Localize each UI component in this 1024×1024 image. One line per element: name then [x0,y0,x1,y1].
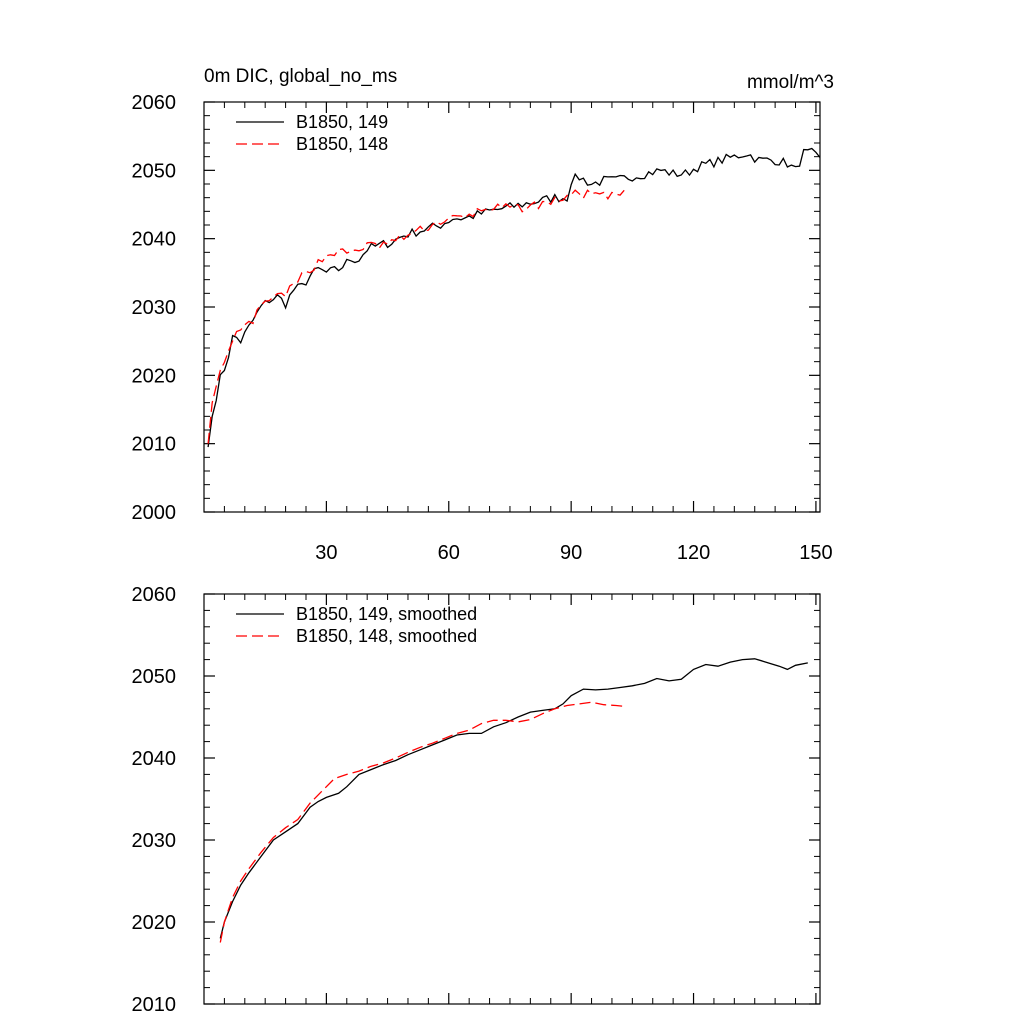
y-tick-label: 2010 [132,994,177,1016]
legend-label-0: B1850, 149 [296,112,388,132]
y-tick-label: 2050 [132,666,177,688]
y-tick-label: 2050 [132,160,177,182]
y-tick-label: 2030 [132,830,177,852]
legend-label-1: B1850, 148 [296,134,388,154]
legend-label-1: B1850, 148, smoothed [296,626,477,646]
y-tick-label: 2030 [132,297,177,319]
y-tick-label: 2040 [132,748,177,770]
x-tick-label: 120 [677,542,710,564]
y-tick-label: 2020 [132,912,177,934]
y-tick-label: 2040 [132,229,177,251]
legend-label-0: B1850, 149, smoothed [296,604,477,624]
y-tick-label: 2060 [132,92,177,114]
series-line-0 [219,658,808,939]
x-tick-label: 150 [799,542,832,564]
x-tick-label: 30 [315,542,337,564]
x-tick-label: 60 [438,542,460,564]
units-label: mmol/m^3 [747,72,834,93]
series-line-1 [207,189,625,444]
series-line-1 [219,701,625,943]
y-tick-label: 2060 [132,584,177,606]
x-tick-label: 90 [560,542,582,564]
series-line-0 [207,147,820,448]
top-panel: 2000 2010 2020 2030 2040 2050 2060 30 60 90 120 150… [132,66,835,564]
y-tick-label: 2000 [132,502,177,524]
plot-frame [203,101,821,513]
bottom-panel: 2010 2020 2030 2040 2050 2060 B1850, 149, smoo… [132,584,821,1016]
y-tick-label: 2010 [132,434,177,456]
y-tick-label: 2020 [132,365,177,387]
plot-frame [203,593,821,1005]
chart-title: 0m DIC, global_no_ms [204,66,397,87]
